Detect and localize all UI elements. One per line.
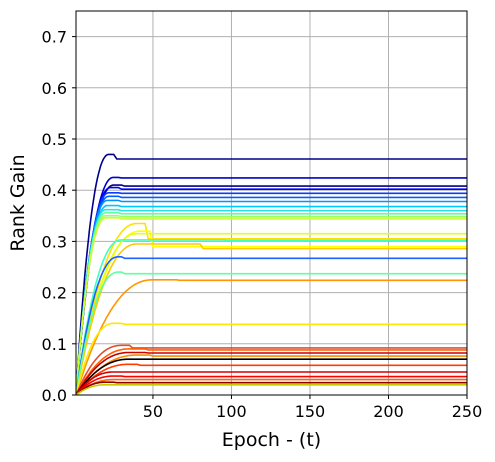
series-line-18 [76, 256, 467, 395]
series-line-22 [76, 344, 467, 395]
series-line-9 [76, 208, 467, 395]
series-line-28 [76, 371, 467, 395]
x-tick-label: 250 [452, 402, 483, 421]
series-line-12 [76, 217, 467, 395]
series-line-26 [76, 358, 467, 395]
x-tick-label: 50 [143, 402, 163, 421]
series-line-29 [76, 375, 467, 395]
series-line-19 [76, 271, 467, 395]
x-axis-label: Epoch - (t) [222, 429, 321, 451]
y-axis-label: Rank Gain [7, 154, 29, 251]
y-tick-label: 0.2 [42, 284, 67, 303]
y-tick-label: 0.6 [42, 79, 67, 98]
y-tick-label: 0.3 [42, 232, 67, 251]
x-tick-label: 100 [216, 402, 247, 421]
y-tick-label: 0.4 [42, 181, 67, 200]
series-line-32 [76, 384, 467, 395]
y-tick-label: 0.7 [42, 28, 67, 47]
plot-frame [75, 10, 468, 396]
y-tick-label: 0.0 [42, 386, 67, 405]
series-line-24 [76, 351, 467, 395]
series-lines [76, 153, 467, 395]
series-line-25 [76, 354, 467, 395]
series-line-20 [76, 279, 467, 395]
y-tick-label: 0.5 [42, 130, 67, 149]
x-axis-ticks: 50 100 150 200 250 [143, 395, 483, 421]
x-tick-label: 200 [373, 402, 404, 421]
series-line-21 [76, 322, 467, 395]
y-tick-label: 0.1 [42, 335, 67, 354]
y-axis-ticks: 0.0 0.1 0.2 0.3 0.4 0.5 0.6 0.7 [42, 28, 76, 405]
series-line-11 [76, 215, 467, 395]
x-tick-label: 150 [295, 402, 326, 421]
series-line-17 [76, 243, 467, 395]
series-line-14 [76, 230, 467, 395]
series-line-1 [76, 153, 467, 395]
grid-lines [76, 11, 468, 396]
